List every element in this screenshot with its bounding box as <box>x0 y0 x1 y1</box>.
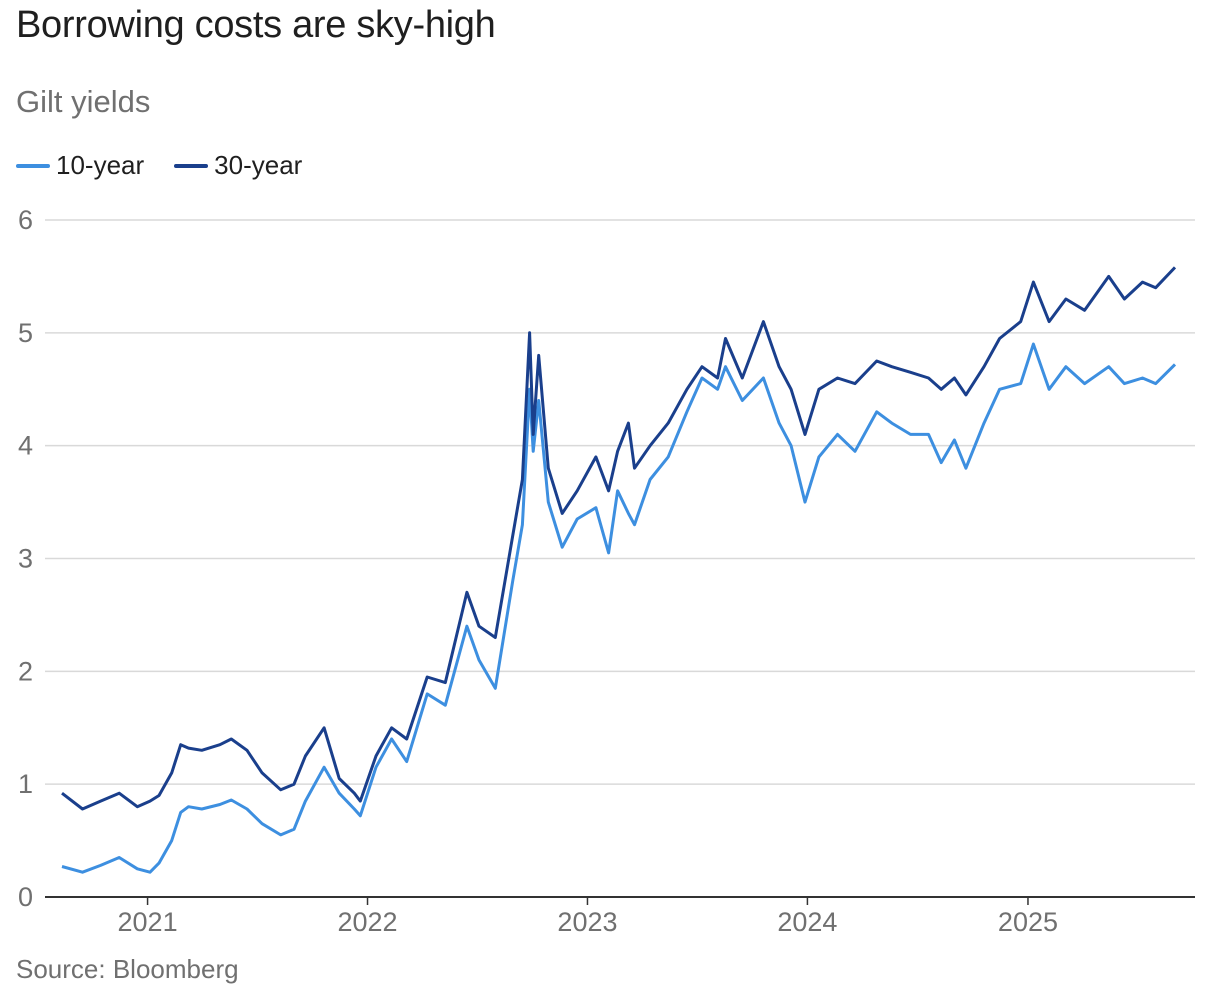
x-tick-label: 2023 <box>557 907 617 937</box>
legend-item-10-year: 10-year <box>16 150 144 181</box>
chart-title: Borrowing costs are sky-high <box>16 4 496 46</box>
y-tick-label: 4 <box>18 431 33 461</box>
y-tick-label: 2 <box>18 656 33 686</box>
legend: 10-year 30-year <box>16 150 332 181</box>
legend-label-10-year: 10-year <box>56 150 145 180</box>
y-tick-label: 1 <box>18 769 33 799</box>
x-tick-label: 2021 <box>118 907 178 937</box>
x-tick-label: 2024 <box>777 907 837 937</box>
grid-lines <box>45 219 1195 785</box>
chart-subtitle: Gilt yields <box>16 84 151 119</box>
y-axis-ticks: 0 1 2 3 4 5 6 <box>18 205 33 912</box>
series-line-30-year <box>61 266 1177 811</box>
x-tick-label: 2025 <box>998 907 1058 937</box>
legend-label-30-year: 30-year <box>214 150 303 180</box>
x-axis-ticks: 2021 2022 2023 2024 2025 <box>118 897 1058 937</box>
legend-item-30-year: 30-year <box>174 150 302 181</box>
y-tick-label: 5 <box>18 318 33 348</box>
y-tick-label: 3 <box>18 544 33 574</box>
y-tick-label: 0 <box>18 882 33 912</box>
series-lines <box>61 266 1177 874</box>
legend-swatch-10-year <box>16 163 50 168</box>
y-tick-label: 6 <box>18 205 33 235</box>
legend-swatch-30-year <box>174 163 209 168</box>
x-tick-label: 2022 <box>337 907 397 937</box>
source-note: Source: Bloomberg <box>16 954 239 984</box>
series-line-10-year <box>61 342 1177 874</box>
